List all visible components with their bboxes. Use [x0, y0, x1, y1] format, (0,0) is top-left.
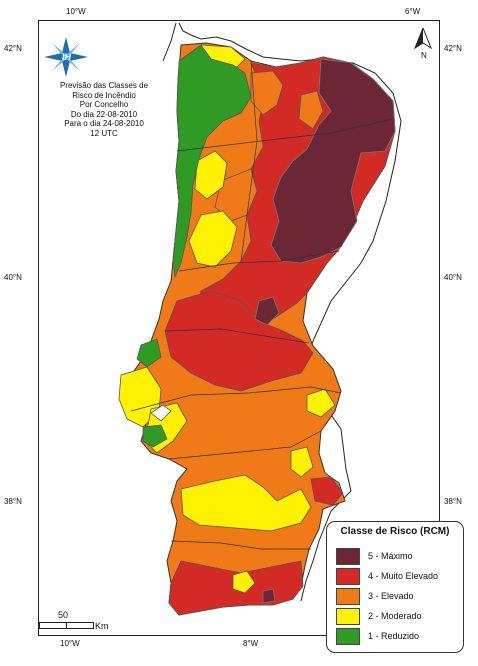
legend-swatch-elevado — [336, 587, 360, 605]
legend-label-muito-elevado: 4 - Muito Elevado — [368, 571, 439, 581]
longitude-tick-top-10w: 10°W — [66, 7, 86, 16]
legend-label-moderado: 2 - Moderado — [368, 611, 422, 621]
spain-border-line — [178, 22, 402, 602]
legend-item-moderado: 2 - Moderado — [336, 607, 422, 625]
galicia-coast-line — [162, 22, 177, 62]
north-arrow-icon — [413, 28, 433, 50]
scale-bar — [39, 622, 94, 629]
longitude-tick-bottom-8w: 8°W — [243, 639, 259, 648]
region-moderado-aveiro — [188, 210, 238, 268]
scale-value: 50 — [58, 610, 69, 620]
title-line-1: Previsão das Classes de — [59, 81, 149, 90]
latitude-tick-left-38n: 38°N — [4, 497, 22, 506]
region-moderado-porto — [194, 150, 228, 200]
fire-risk-map — [118, 22, 402, 616]
region-maximo-centre — [254, 296, 280, 326]
map-frame — [38, 20, 440, 636]
title-line-4: Do dia 22-08-2010 — [70, 109, 138, 119]
legend-label-reduzido: 1 - Reduzido — [368, 631, 420, 641]
region-maximo-northeast — [270, 58, 396, 264]
longitude-tick-bottom-10w: 10°W — [60, 639, 80, 648]
latitude-tick-left-42n: 42°N — [4, 44, 22, 53]
region-reduzido-northwest — [172, 44, 252, 279]
logo-text: IH — [62, 52, 71, 62]
region-elevado-minho-interior — [250, 70, 284, 116]
legend-item-maximo: 5 - Máximo — [336, 547, 413, 565]
legend: Classe de Risco (RCM) 5 - Máximo 4 - Mui… — [326, 521, 464, 653]
longitude-tick-top-6w: 6°W — [405, 7, 421, 16]
region-moderado-moura — [290, 446, 314, 478]
legend-title: Classe de Risco (RCM) — [340, 526, 450, 537]
title-line-5: Para o dia 24-08-2010 — [64, 119, 144, 129]
latitude-tick-right-40n: 40°N — [444, 273, 462, 282]
legend-item-elevado: 3 - Elevado — [336, 587, 414, 605]
legend-item-reduzido: 1 - Reduzido — [336, 627, 419, 645]
region-reduzido-oeste — [136, 338, 162, 368]
latitude-tick-right-42n: 42°N — [444, 44, 462, 53]
legend-label-elevado: 3 - Elevado — [368, 591, 414, 601]
region-reduzido-sintra — [142, 424, 168, 448]
title-line-6: 12 UTC — [90, 128, 118, 138]
legend-label-maximo: 5 - Máximo — [368, 551, 413, 561]
legend-swatch-maximo — [336, 547, 360, 565]
title-line-3: Por Concelho — [79, 100, 129, 110]
region-moderado-algarve — [232, 570, 256, 594]
scale-unit: Km — [95, 621, 109, 631]
region-muito-elevado-east — [310, 476, 344, 506]
ih-logo-icon — [44, 37, 88, 77]
region-elevado-tras-os-montes — [298, 90, 324, 130]
legend-item-muito-elevado: 4 - Muito Elevado — [336, 567, 438, 585]
district-boundaries — [130, 60, 394, 550]
region-moderado-baixo-alentejo — [180, 474, 312, 532]
latitude-tick-left-40n: 40°N — [4, 273, 22, 282]
latitude-tick-right-38n: 38°N — [444, 497, 462, 506]
region-moderado-alentejo-east — [306, 388, 336, 418]
legend-swatch-reduzido — [336, 627, 360, 645]
map-title: Previsão das Classes de Risco de Incêndi… — [24, 81, 184, 139]
tagus-estuary — [150, 404, 172, 422]
region-muito-elevado-centre — [164, 290, 314, 392]
legend-swatch-muito-elevado — [336, 567, 360, 585]
legend-swatch-moderado — [336, 607, 360, 625]
region-maximo-south — [262, 588, 276, 604]
title-line-2: Risco de Incêndio — [72, 90, 136, 100]
north-label: N — [421, 51, 427, 60]
